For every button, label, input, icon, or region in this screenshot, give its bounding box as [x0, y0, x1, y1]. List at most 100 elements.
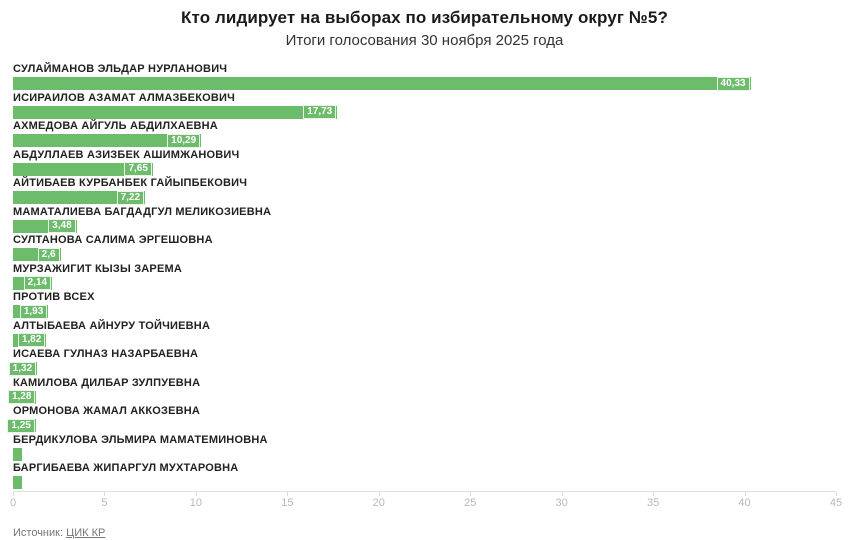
bar: 2,6 [13, 247, 61, 262]
bar-track: 7,65 [13, 162, 836, 176]
tick-label: 0 [9, 497, 17, 509]
bar-value-label: 17,73 [303, 105, 337, 119]
candidate-label: АХМЕДОВА АЙГУЛЬ АБДИЛХАЕВНА [13, 120, 218, 132]
bar-value-label: 10,29 [167, 133, 201, 148]
tick-label: 40 [738, 497, 751, 509]
bar-value-label: 1,25 [7, 418, 35, 433]
bar-row: ИСИРАИЛОВ АЗАМАТ АЛМАЗБЕКОВИЧ 17,73 [13, 92, 836, 119]
tick-mark [836, 492, 837, 496]
bar-track: 1,82 [13, 333, 836, 347]
candidate-label: МАМАТАЛИЕВА БАГДАДГУЛ МЕЛИКОЗИЕВНА [13, 205, 272, 218]
bar-track: 17,73 [13, 105, 836, 119]
tick-mark [744, 492, 746, 496]
bar-row: ИСАЕВА ГУЛНАЗ НАЗАРБАЕВНА 1,32 [8, 348, 836, 376]
tick-mark [195, 492, 197, 496]
bar-track: 1,25 [7, 418, 836, 433]
bar: 1,32 [8, 361, 38, 376]
candidate-label: ИСАЕВА ГУЛНАЗ НАЗАРБАЕВНА [13, 348, 199, 360]
bar-track: 2,14 [13, 276, 836, 290]
tick-label: 30 [555, 497, 568, 509]
bar: 3,48 [13, 219, 77, 233]
bar-row: СУЛТАНОВА САЛИМА ЭРГЕШОВНА 2,6 [13, 234, 836, 262]
tick-mark [104, 492, 106, 496]
bar-track: 7,22 [13, 190, 836, 205]
tick-mark [378, 492, 380, 496]
bar-value-label: 2,14 [23, 276, 52, 290]
source-link[interactable]: ЦИК КР [66, 527, 106, 539]
tick-mark [653, 492, 655, 496]
bar: 2,14 [13, 276, 53, 290]
bar-row: АБДУЛЛАЕВ АЗИЗБЕК АШИМЖАНОВИЧ 7,65 [13, 149, 836, 176]
bar-row: АХМЕДОВА АЙГУЛЬ АБДИЛХАЕВНА 10,29 [13, 120, 836, 148]
bar-track: 1,28 [7, 390, 836, 404]
tick-mark [13, 492, 14, 496]
page-title: Кто лидирует на выборах по избирательном… [181, 8, 668, 27]
bar-track: 10,29 [13, 133, 836, 148]
tick-label: 15 [281, 497, 294, 509]
candidate-label: МУРЗАЖИГИТ КЫЗЫ ЗАРЕМА [13, 262, 183, 275]
tick-label: 10 [189, 497, 202, 509]
candidate-label: АБДУЛЛАЕВ АЗИЗБЕК АШИМЖАНОВИЧ [13, 148, 240, 161]
bar-rows: СУЛАЙМАНОВ ЭЛЬДАР НУРЛАНОВИЧ 40,33 ИСИРАИЛ… [7, 63, 836, 489]
bar-value-label: 3,48 [48, 219, 76, 233]
bar-row: СУЛАЙМАНОВ ЭЛЬДАР НУРЛАНОВИЧ 40,33 [13, 63, 836, 91]
bar-row: ПРОТИВ ВСЕХ 1,93 [13, 291, 836, 319]
candidate-label: АЙТИБАЕВ КУРБАНБЕК ГАЙЫПБЕКОВИЧ [13, 177, 248, 189]
bar-row: АЙТИБАЕВ КУРБАНБЕК ГАЙЫПБЕКОВИЧ 7,22 [13, 177, 836, 205]
bar-value-label: 1,28 [7, 390, 36, 404]
bar-value-label: 1,82 [17, 333, 46, 347]
bar: 1,82 [13, 333, 47, 347]
candidate-label: БАРГИБАЕВА ЖИПАРГУЛ МУХТАРОВНА [13, 462, 239, 474]
bar-row: БАРГИБАЕВА ЖИПАРГУЛ МУХТАРОВНА [13, 462, 836, 489]
bar-row: АЛТЫБАЕВА АЙНУРУ ТОЙЧИЕВНА 1,82 [13, 320, 836, 347]
tick-label: 5 [101, 497, 108, 509]
bar-row: МАМАТАЛИЕВА БАГДАДГУЛ МЕЛИКОЗИЕВНА 3,48 [13, 206, 836, 233]
source-prefix: Источник: [13, 527, 64, 539]
candidate-label: СУЛАЙМАНОВ ЭЛЬДАР НУРЛАНОВИЧ [13, 63, 228, 75]
bar: 1,25 [7, 418, 36, 433]
bar-row: ОРМОНОВА ЖАМАЛ АККОЗЕВНА 1,25 [7, 405, 836, 433]
bar-chart: СУЛАЙМАНОВ ЭЛЬДАР НУРЛАНОВИЧ 40,33 ИСИРАИЛ… [7, 63, 842, 511]
x-axis: 0 5 10 15 20 25 30 35 40 45 [9, 491, 842, 511]
source-line: Источник: ЦИК КР [13, 527, 836, 539]
bar: 10,29 [13, 133, 202, 148]
bar-track [13, 476, 836, 489]
bar-track: 3,48 [13, 219, 836, 233]
bar: 1,93 [13, 304, 49, 319]
page-subtitle: Итоги голосования 30 ноября 2025 года [285, 32, 564, 49]
bar-value-label: 1,93 [19, 304, 48, 319]
bar-row: МУРЗАЖИГИТ КЫЗЫ ЗАРЕМА 2,14 [13, 263, 836, 290]
candidate-label: ИСИРАИЛОВ АЗАМАТ АЛМАЗБЕКОВИЧ [13, 91, 236, 104]
candidate-label: БЕРДИКУЛОВА ЭЛЬМИРА МАМАТЕМИНОВНА [13, 433, 268, 446]
bar-track: 2,6 [13, 247, 836, 262]
candidate-label: КАМИЛОВА ДИЛБАР ЗУЛПУЕВНА [13, 376, 201, 389]
candidate-label: СУЛТАНОВА САЛИМА ЭРГЕШОВНА [13, 234, 213, 246]
bar-track: 1,93 [13, 304, 836, 319]
tick-label: 45 [829, 497, 843, 509]
bar: 7,22 [13, 190, 146, 205]
bar [13, 447, 23, 461]
bar: 17,73 [13, 105, 338, 119]
candidate-label: ОРМОНОВА ЖАМАЛ АККОЗЕВНА [13, 405, 201, 417]
candidate-label: АЛТЫБАЕВА АЙНУРУ ТОЙЧИЕВНА [13, 319, 211, 332]
tick-mark [561, 492, 563, 496]
bar-value-label: 1,32 [8, 361, 37, 376]
tick-label: 35 [646, 497, 660, 509]
bar: 1,28 [7, 390, 37, 404]
bar-value-label: 7,65 [124, 162, 152, 176]
bar-row: КАМИЛОВА ДИЛБАР ЗУЛПУЕВНА 1,28 [7, 376, 836, 404]
tick-mark [287, 492, 289, 496]
tick-mark [470, 492, 472, 496]
bar-row: БЕРДИКУЛОВА ЭЛЬМИРА МАМАТЕМИНОВНА [13, 434, 836, 461]
chart-header: Кто лидирует на выборах по избирательном… [13, 8, 836, 49]
tick-label: 25 [464, 497, 477, 509]
bar: 7,65 [13, 162, 153, 176]
bar-track: 1,32 [8, 361, 836, 376]
bar-value-label: 7,22 [116, 190, 145, 205]
tick-label: 20 [372, 497, 385, 509]
bar-track [13, 447, 836, 461]
bar-value-label: 40,33 [716, 76, 750, 91]
bar [13, 476, 23, 489]
candidate-label: ПРОТИВ ВСЕХ [13, 291, 95, 303]
